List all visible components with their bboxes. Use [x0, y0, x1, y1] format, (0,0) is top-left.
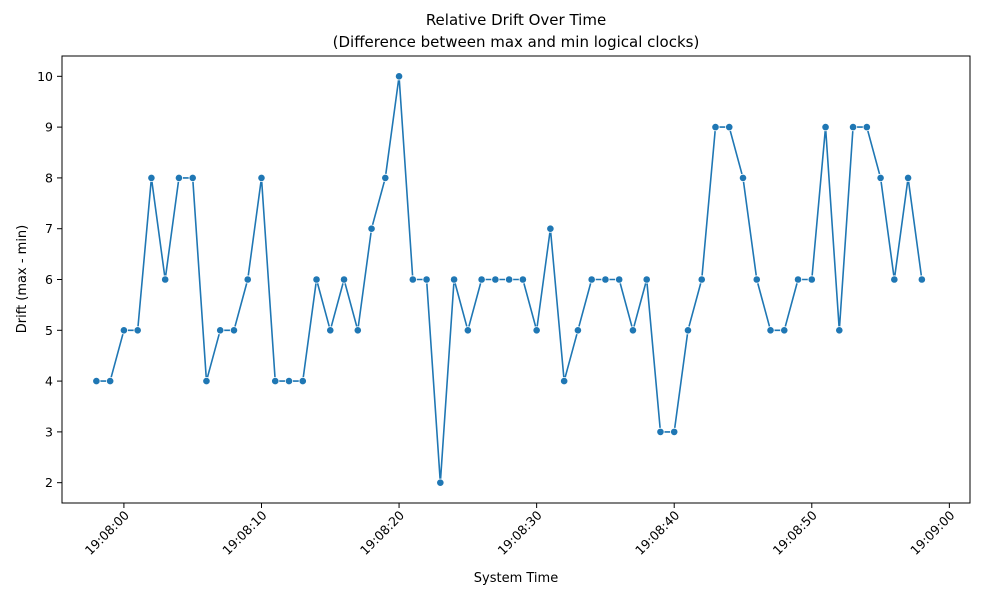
data-point — [601, 275, 610, 284]
data-point — [518, 275, 527, 284]
data-point — [133, 326, 142, 335]
data-point — [491, 275, 500, 284]
data-point — [670, 427, 679, 436]
data-point — [683, 326, 693, 335]
data-point — [711, 123, 720, 132]
y-tick-label: 7 — [45, 221, 53, 236]
data-point — [339, 275, 349, 284]
y-tick-label: 8 — [45, 170, 53, 185]
data-point — [862, 123, 871, 132]
x-tick-label: 19:08:10 — [219, 507, 269, 557]
data-point — [780, 326, 789, 335]
y-tick-label: 3 — [45, 424, 53, 439]
data-point — [917, 275, 926, 284]
data-point — [106, 376, 115, 386]
data-point — [119, 326, 129, 335]
data-point — [656, 427, 665, 436]
data-point — [642, 275, 651, 284]
data-point — [848, 123, 858, 132]
data-point — [449, 275, 459, 284]
chart-title: Relative Drift Over Time — [426, 11, 606, 29]
data-point — [422, 275, 431, 284]
data-point — [835, 326, 844, 335]
data-point — [367, 224, 376, 233]
data-point — [532, 326, 541, 335]
data-point — [408, 275, 417, 284]
data-point — [725, 123, 734, 132]
y-tick-label: 4 — [45, 374, 53, 389]
data-point — [92, 376, 101, 386]
data-point — [243, 275, 252, 284]
data-point — [312, 275, 321, 284]
y-tick-label: 6 — [45, 272, 53, 287]
x-tick-label: 19:08:40 — [632, 507, 682, 557]
data-point — [615, 275, 624, 284]
data-point — [890, 275, 899, 284]
x-tick-label: 19:09:00 — [907, 507, 957, 557]
data-point — [353, 326, 362, 335]
data-point — [161, 275, 170, 284]
data-point — [903, 173, 913, 183]
data-point — [793, 275, 803, 284]
data-point — [216, 326, 225, 335]
x-tick-label: 19:08:50 — [770, 507, 820, 557]
y-tick-label: 2 — [45, 475, 53, 490]
data-point — [766, 326, 775, 335]
data-point — [174, 173, 184, 183]
y-tick-label: 5 — [45, 323, 53, 338]
data-point — [463, 326, 472, 335]
data-point — [284, 376, 294, 386]
data-point — [821, 123, 830, 132]
data-point — [326, 326, 335, 335]
series-drift — [92, 72, 926, 487]
data-point — [587, 275, 596, 284]
data-point — [560, 376, 569, 386]
data-point — [202, 376, 211, 386]
data-point — [147, 173, 156, 183]
chart-subtitle: (Difference between max and min logical … — [333, 33, 700, 51]
y-tick-label: 9 — [45, 120, 53, 135]
data-point — [573, 326, 583, 335]
data-point — [477, 275, 486, 284]
data-point — [876, 173, 885, 183]
data-point — [229, 326, 239, 335]
y-axis-label: Drift (max - min) — [15, 225, 30, 333]
data-point — [436, 478, 445, 487]
x-tick-label: 19:08:00 — [82, 507, 132, 557]
y-axis: 2 3 4 5 6 7 8 9 10 — [37, 69, 62, 490]
data-point — [271, 376, 280, 386]
data-point — [697, 275, 706, 284]
data-point — [546, 224, 555, 233]
x-tick-label: 19:08:30 — [494, 507, 544, 557]
x-tick-label: 19:08:20 — [357, 507, 407, 557]
data-point — [738, 173, 748, 183]
x-axis-label: System Time — [474, 571, 558, 586]
data-point — [394, 72, 404, 81]
data-point — [188, 173, 197, 183]
data-point — [752, 275, 761, 284]
data-point — [807, 275, 816, 284]
x-axis: 19:08:00 19:08:10 19:08:20 19:08:30 19:08:40… — [82, 503, 958, 558]
data-point — [298, 376, 307, 386]
data-point — [381, 173, 390, 183]
y-tick-label: 10 — [37, 69, 53, 84]
data-point — [505, 275, 514, 284]
data-point — [257, 173, 266, 183]
data-point — [628, 326, 638, 335]
